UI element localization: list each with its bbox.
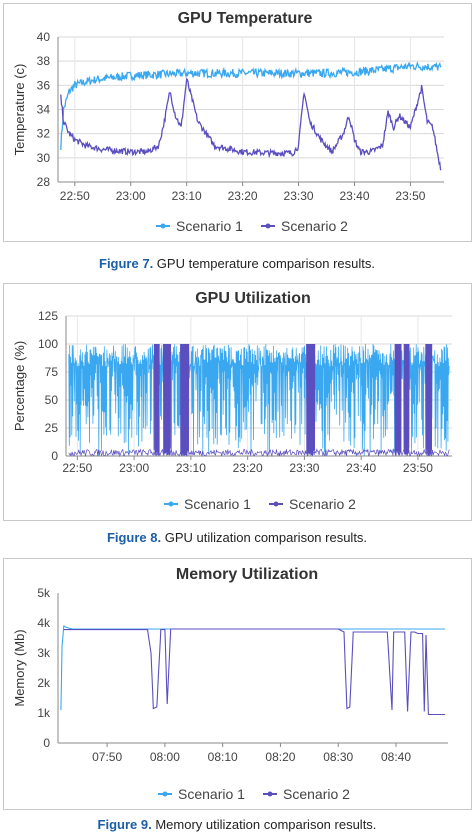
y-tick-label: 3k	[37, 646, 51, 660]
y-tick-label: 100	[38, 337, 58, 351]
series-burst-2	[154, 343, 160, 456]
chart-title: GPU Utilization	[195, 290, 311, 307]
x-tick-label: 23:10	[172, 189, 202, 203]
series-burst-2	[163, 343, 171, 456]
legend-label-2: Scenario 2	[283, 786, 350, 802]
x-tick-label: 23:50	[403, 461, 433, 475]
x-tick-label: 08:20	[265, 750, 295, 764]
x-tick-label: 23:10	[176, 461, 206, 475]
figure-7-caption: Figure 7. GPU temperature comparison res…	[0, 256, 474, 271]
legend-marker-2	[267, 791, 273, 797]
series-burst-2	[306, 343, 316, 456]
x-tick-label: 07:50	[92, 750, 122, 764]
legend-marker-1	[168, 501, 174, 507]
x-tick-label: 23:00	[116, 189, 146, 203]
figure-8-text: GPU utilization comparison results.	[161, 530, 368, 545]
legend-marker-1	[162, 791, 168, 797]
x-tick-label: 22:50	[60, 189, 90, 203]
x-tick-label: 22:50	[62, 461, 92, 475]
x-tick-label: 23:40	[346, 461, 376, 475]
series-line-1	[68, 343, 450, 456]
figure-8-label: Figure 8.	[106, 530, 162, 545]
legend-label-1: Scenario 1	[178, 786, 245, 802]
legend-label-1: Scenario 1	[176, 218, 243, 234]
figure-7-text: GPU temperature comparison results.	[153, 256, 375, 271]
figure-8-caption: Figure 8. GPU utilization comparison res…	[0, 530, 474, 545]
chart-title: GPU Temperature	[178, 10, 313, 27]
y-tick-label: 4k	[37, 616, 51, 630]
y-tick-label: 25	[45, 421, 59, 435]
gpu-utilization-panel: GPU Utilization Percentage (%) 0 25 50 75 100 1…	[3, 283, 472, 521]
x-tick-label: 08:10	[208, 750, 238, 764]
series-line-2	[63, 628, 446, 716]
y-tick-label: 34	[37, 103, 51, 117]
x-tick-label: 08:40	[381, 750, 411, 764]
y-tick-label: 50	[45, 393, 59, 407]
x-tick-label: 23:50	[395, 189, 425, 203]
x-tick-label: 23:30	[289, 461, 319, 475]
y-tick-label: 0	[43, 736, 50, 750]
chart-title: Memory Utilization	[176, 566, 318, 583]
figure-9-label: Figure 9.	[97, 817, 152, 832]
series-burst-2	[403, 343, 410, 456]
x-tick-label: 23:00	[119, 461, 149, 475]
x-tick-label: 23:20	[233, 461, 263, 475]
y-tick-label: 5k	[37, 586, 51, 600]
legend-label-2: Scenario 2	[289, 496, 356, 512]
legend-label-2: Scenario 2	[281, 218, 348, 234]
y-tick-label: 40	[37, 30, 51, 44]
figure-9-caption: Figure 9. Memory utilization comparison …	[0, 817, 474, 832]
y-axis-label: Percentage (%)	[12, 341, 27, 431]
y-tick-label: 30	[37, 151, 51, 165]
legend-marker-2	[273, 501, 279, 507]
figure-7-label: Figure 7.	[99, 256, 154, 271]
gpu-temperature-chart: GPU Temperature Temperature (c) 28 30 32 34 36…	[12, 10, 444, 234]
gpu-temperature-panel: GPU Temperature Temperature (c) 28 30 32 34 36…	[3, 3, 472, 242]
y-tick-label: 2k	[37, 676, 51, 690]
legend-label-1: Scenario 1	[184, 496, 251, 512]
memory-utilization-chart: Memory Utilization Memory (Mb) 0 1k 2k 3k 4k 5k…	[12, 566, 448, 802]
series-burst-2	[394, 343, 402, 456]
series-baseline-2	[68, 448, 450, 458]
x-tick-label: 08:30	[323, 750, 353, 764]
series-line-1	[60, 61, 442, 151]
y-axis-label: Temperature (c)	[12, 64, 27, 156]
y-tick-label: 125	[38, 309, 58, 323]
y-tick-label: 0	[51, 449, 58, 463]
series-line-2	[60, 77, 442, 171]
series-burst-2	[180, 343, 190, 456]
y-tick-label: 75	[45, 365, 59, 379]
x-tick-label: 08:00	[150, 750, 180, 764]
memory-utilization-panel: Memory Utilization Memory (Mb) 0 1k 2k 3k 4k 5k…	[3, 558, 472, 810]
x-tick-label: 23:30	[284, 189, 314, 203]
x-tick-label: 23:20	[228, 189, 258, 203]
y-tick-label: 1k	[37, 706, 51, 720]
y-tick-label: 38	[37, 54, 51, 68]
series-burst-2	[425, 343, 433, 457]
y-tick-label: 32	[37, 127, 51, 141]
figure-9-text: Memory utilization comparison results.	[151, 817, 377, 832]
x-tick-label: 23:40	[339, 189, 369, 203]
y-axis-label: Memory (Mb)	[12, 629, 27, 706]
legend-marker-2	[265, 223, 271, 229]
legend-marker-1	[160, 223, 166, 229]
y-tick-label: 36	[37, 78, 51, 92]
y-tick-label: 28	[37, 175, 51, 189]
gpu-utilization-chart: GPU Utilization Percentage (%) 0 25 50 75 100 1…	[12, 290, 452, 512]
